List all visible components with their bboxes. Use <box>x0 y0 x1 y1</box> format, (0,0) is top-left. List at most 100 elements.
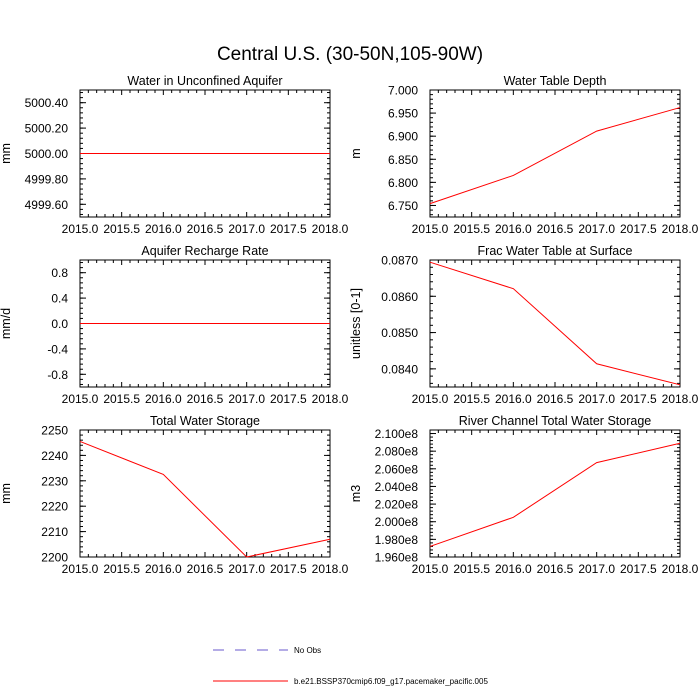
x-tick-label: 2016.0 <box>495 392 532 406</box>
x-tick-label: 2016.0 <box>495 222 532 236</box>
x-tick-label: 2017.5 <box>620 392 657 406</box>
panel-title: River Channel Total Water Storage <box>459 414 652 428</box>
x-tick-label: 2015.5 <box>453 392 490 406</box>
x-tick-label: 2015.0 <box>412 392 449 406</box>
y-tick-label: 2250 <box>41 424 68 438</box>
y-axis-label: mm <box>0 143 13 164</box>
y-tick-label: 4999.80 <box>25 172 69 186</box>
x-tick-label: 2015.0 <box>412 562 449 576</box>
x-tick-label: 2015.0 <box>62 392 99 406</box>
y-tick-label: 5000.20 <box>25 122 69 136</box>
legend: No Obs b.e21.BSSP370cmip6.f09_g17.pacemak… <box>213 646 488 686</box>
x-tick-label: 2018.0 <box>662 222 699 236</box>
y-axis-label: mm/d <box>0 308 13 339</box>
y-tick-label: 1.980e8 <box>375 533 419 547</box>
x-tick-label: 2015.0 <box>412 222 449 236</box>
y-tick-label: 7.000 <box>388 84 418 98</box>
chart-panel: Total Water Storage mm 2015.0 2015.5 2016.0 2… <box>0 414 349 576</box>
panel-title: Total Water Storage <box>150 414 260 428</box>
y-tick-label: 0.0860 <box>381 290 418 304</box>
x-tick-label: 2016.5 <box>187 562 224 576</box>
x-tick-label: 2018.0 <box>312 222 349 236</box>
plot-frame <box>429 259 681 388</box>
y-axis-label: m <box>349 148 363 158</box>
series-line <box>79 440 331 558</box>
legend-label: No Obs <box>294 646 321 655</box>
x-tick-label: 2017.5 <box>620 562 657 576</box>
y-tick-label: 2.060e8 <box>375 462 419 476</box>
y-tick-label: 2230 <box>41 474 68 488</box>
y-tick-label: 5000.40 <box>25 96 69 110</box>
x-tick-label: 2018.0 <box>662 562 699 576</box>
x-tick-label: 2017.0 <box>578 222 615 236</box>
series-line <box>429 442 681 547</box>
figure-title: Central U.S. (30-50N,105-90W) <box>217 44 483 65</box>
x-tick-label: 2016.0 <box>145 392 182 406</box>
y-axis-label: m3 <box>349 485 363 502</box>
plot-frame <box>79 429 331 558</box>
x-tick-label: 2017.0 <box>578 392 615 406</box>
y-tick-label: 2.100e8 <box>375 427 419 441</box>
x-tick-label: 2017.0 <box>228 222 265 236</box>
panel-title: Water Table Depth <box>504 74 607 88</box>
y-tick-label: 2.040e8 <box>375 480 419 494</box>
panel-title: Aquifer Recharge Rate <box>141 244 268 258</box>
y-tick-label: 2.000e8 <box>375 515 419 529</box>
x-tick-label: 2015.5 <box>453 562 490 576</box>
x-tick-label: 2015.5 <box>103 562 140 576</box>
x-tick-label: 2016.0 <box>145 222 182 236</box>
x-tick-label: 2015.5 <box>103 392 140 406</box>
x-tick-label: 2017.5 <box>270 222 307 236</box>
x-tick-label: 2016.0 <box>495 562 532 576</box>
x-tick-label: 2018.0 <box>662 392 699 406</box>
x-tick-label: 2017.5 <box>620 222 657 236</box>
x-tick-label: 2015.5 <box>103 222 140 236</box>
x-tick-label: 2015.5 <box>453 222 490 236</box>
x-tick-label: 2016.0 <box>145 562 182 576</box>
y-tick-label: 2240 <box>41 449 68 463</box>
y-tick-label: 0.8 <box>51 266 68 280</box>
x-tick-label: 2017.0 <box>228 392 265 406</box>
y-tick-label: 2.020e8 <box>375 498 419 512</box>
x-tick-label: 2015.0 <box>62 562 99 576</box>
y-tick-label: 0.4 <box>51 292 68 306</box>
plot-frame <box>429 429 681 558</box>
x-tick-label: 2016.5 <box>537 392 574 406</box>
y-tick-label: 5000.00 <box>25 147 69 161</box>
x-tick-label: 2017.5 <box>270 392 307 406</box>
series-line <box>429 107 681 205</box>
panels: Water in Unconfined Aquifer mm 2015.0 2015.… <box>0 74 699 576</box>
y-tick-label: 0.0 <box>51 317 68 331</box>
x-tick-label: 2017.0 <box>578 562 615 576</box>
x-tick-label: 2018.0 <box>312 562 349 576</box>
series-line <box>429 261 681 386</box>
x-tick-label: 2016.5 <box>187 222 224 236</box>
y-tick-label: -0.8 <box>47 368 68 382</box>
y-axis-label: unitless [0-1] <box>349 288 363 359</box>
y-tick-label: 2200 <box>41 551 68 565</box>
chart-panel: Frac Water Table at Surface unitless [0-1… <box>349 244 699 406</box>
chart-panel: Water in Unconfined Aquifer mm 2015.0 2015.… <box>0 74 349 236</box>
x-tick-label: 2018.0 <box>312 392 349 406</box>
y-tick-label: 6.750 <box>388 199 418 213</box>
y-tick-label: 4999.60 <box>25 198 69 212</box>
legend-label: b.e21.BSSP370cmip6.f09_g17.pacemaker_pac… <box>294 677 488 686</box>
y-tick-label: 6.950 <box>388 107 418 121</box>
y-tick-label: 6.900 <box>388 130 418 144</box>
y-tick-label: 0.0840 <box>381 362 418 376</box>
x-tick-label: 2017.0 <box>228 562 265 576</box>
chart-panel: River Channel Total Water Storage m3 2015.… <box>349 414 699 576</box>
y-tick-label: 2210 <box>41 525 68 539</box>
panel-title: Frac Water Table at Surface <box>478 244 633 258</box>
y-tick-label: 1.960e8 <box>375 551 419 565</box>
y-axis-label: mm <box>0 483 13 504</box>
x-tick-label: 2015.0 <box>62 222 99 236</box>
chart-panel: Aquifer Recharge Rate mm/d 2015.0 2015.5 201… <box>0 244 349 406</box>
y-tick-label: -0.4 <box>47 342 68 356</box>
y-tick-label: 2220 <box>41 500 68 514</box>
panel-title: Water in Unconfined Aquifer <box>127 74 282 88</box>
y-tick-label: 2.080e8 <box>375 445 419 459</box>
chart-panel: Water Table Depth m 2015.0 2015.5 2016.0 2016… <box>349 74 699 236</box>
x-tick-label: 2017.5 <box>270 562 307 576</box>
y-tick-label: 0.0870 <box>381 254 418 268</box>
